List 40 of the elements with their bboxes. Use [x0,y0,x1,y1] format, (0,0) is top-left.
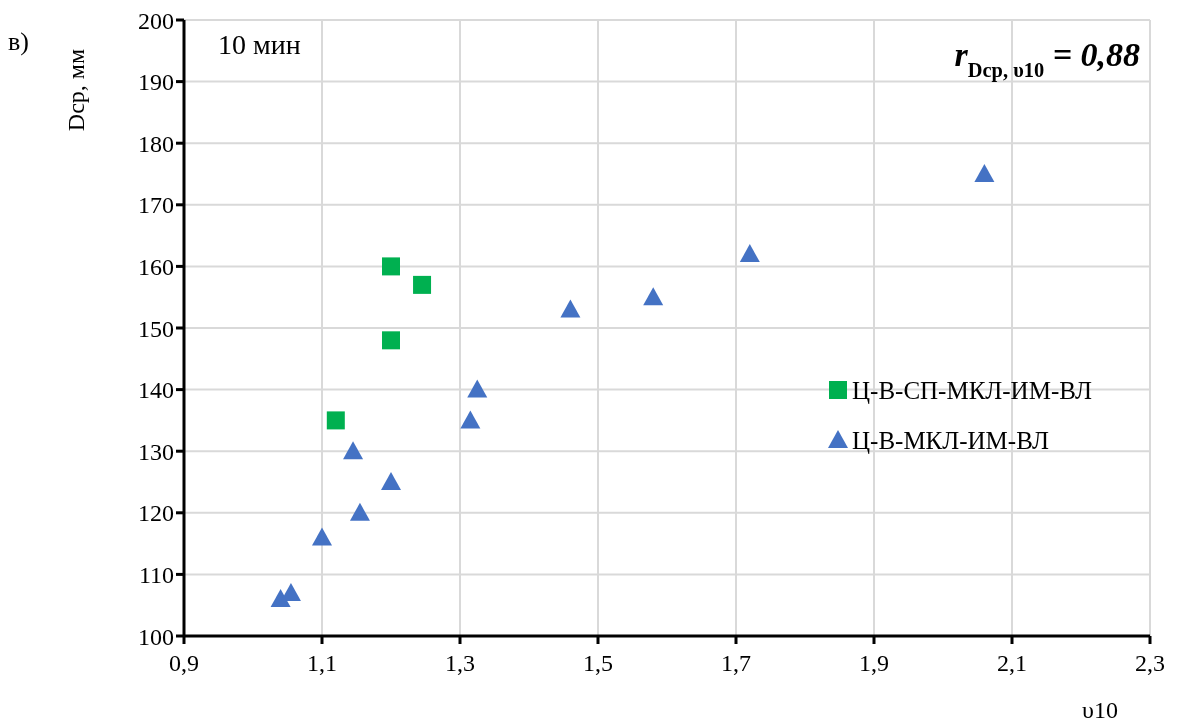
point [467,379,488,398]
annotation: 10 мин [218,29,301,60]
y-tick-label: 110 [138,561,174,588]
point [382,257,400,276]
x-tick-label: 1,5 [583,650,613,677]
legend-label: Ц-В-СП-МКЛ-ИМ-ВЛ [852,377,1092,404]
y-tick-label: 170 [138,192,174,219]
point [460,410,481,429]
point [349,502,370,521]
point [326,411,345,430]
y-tick-label: 160 [138,253,174,280]
y-tick-label: 200 [138,7,174,34]
x-axis-title: υ10 [1082,697,1118,723]
y-axis-title: Dср, мм [63,48,89,132]
x-tick-label: 1,1 [307,650,337,677]
point [343,441,364,460]
point [413,275,432,294]
legend-label: Ц-В-МКЛ-ИМ-ВЛ [852,427,1049,454]
point [974,164,995,182]
point [560,299,581,318]
point [381,472,401,490]
y-tick-label: 120 [138,500,174,527]
y-tick-label: 190 [138,69,174,96]
x-tick-label: 1,3 [445,650,475,677]
x-tick-label: 0,9 [169,650,199,677]
x-tick-label: 1,7 [721,650,751,677]
y-tick-label: 100 [138,623,174,650]
point [643,287,664,306]
y-tick-label: 150 [138,315,174,342]
x-tick-label: 2,1 [997,650,1027,677]
point [382,331,400,350]
x-tick-label: 2,3 [1135,650,1165,677]
annotation: r$_{Dср, υ10}$ = 0,88 [954,36,1140,82]
y-tick-label: 180 [138,130,174,157]
point [312,527,332,546]
y-tick-label: 140 [138,377,174,404]
y-tick-label: 130 [138,438,174,465]
point [739,244,760,263]
x-tick-label: 1,9 [859,650,889,677]
text: в) [8,27,29,56]
